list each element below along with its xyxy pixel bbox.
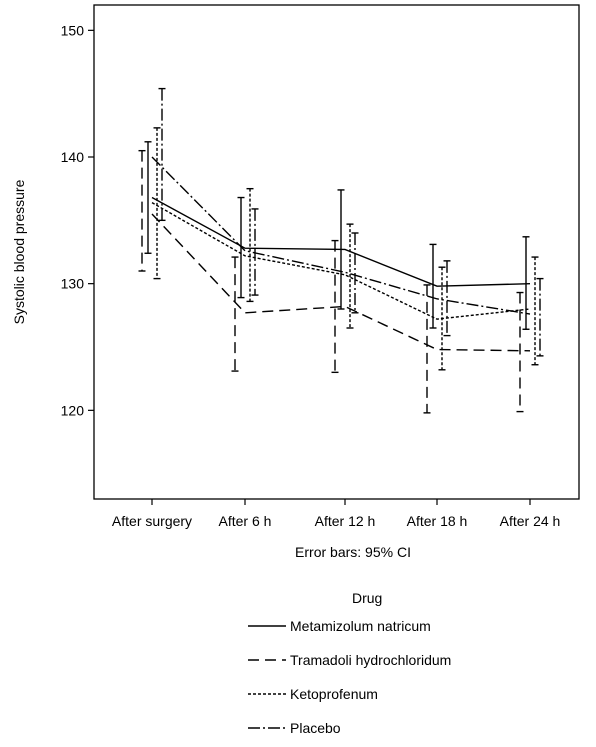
series-tramadoli [138,149,531,414]
legend-swatch [248,659,286,661]
y-tick-label: 130 [61,276,85,292]
legend-label: Metamizolum natricum [290,618,431,634]
legend-item: Tramadoli hydrochloridum [246,643,546,677]
y-axis-title: Systolic blood pressure [11,179,27,324]
legend-swatch [248,693,286,695]
series-metamizolum [144,141,531,330]
x-tick-label: After 24 h [500,513,561,529]
y-tick-label: 150 [61,22,85,38]
series-placebo [151,87,544,357]
plot-frame [93,4,580,500]
series-line [151,196,531,287]
series-line [151,213,531,352]
chart-note: Error bars: 95% CI [295,544,411,560]
legend-label: Placebo [290,720,341,736]
legend-item: Metamizolum natricum [246,609,546,643]
x-tick-label: After surgery [112,513,192,529]
legend-items: Metamizolum natricum Tramadoli hydrochlor… [246,609,546,745]
x-axis: After surgery After 6 h After 12 h After 18… [112,499,560,529]
legend-swatch [248,727,286,729]
legend-item: Ketoprofenum [246,677,546,711]
series-layer [138,87,544,414]
series-ketoprofenum [151,127,539,371]
y-tick-label: 140 [61,149,85,165]
legend-label: Ketoprofenum [290,686,378,702]
y-tick-label: 120 [61,402,85,418]
y-axis: 120 130 140 150 [61,22,94,418]
legend: Drug Metamizolum natricum Tramadoli hydro… [246,587,546,745]
series-line [151,201,531,320]
x-tick-label: After 12 h [315,513,376,529]
legend-item: Placebo [246,711,546,745]
series-line [151,156,531,315]
legend-label: Tramadoli hydrochloridum [290,652,452,668]
legend-title: Drug [352,590,383,606]
x-tick-label: After 6 h [219,513,272,529]
x-tick-label: After 18 h [407,513,468,529]
legend-swatch [248,625,286,627]
